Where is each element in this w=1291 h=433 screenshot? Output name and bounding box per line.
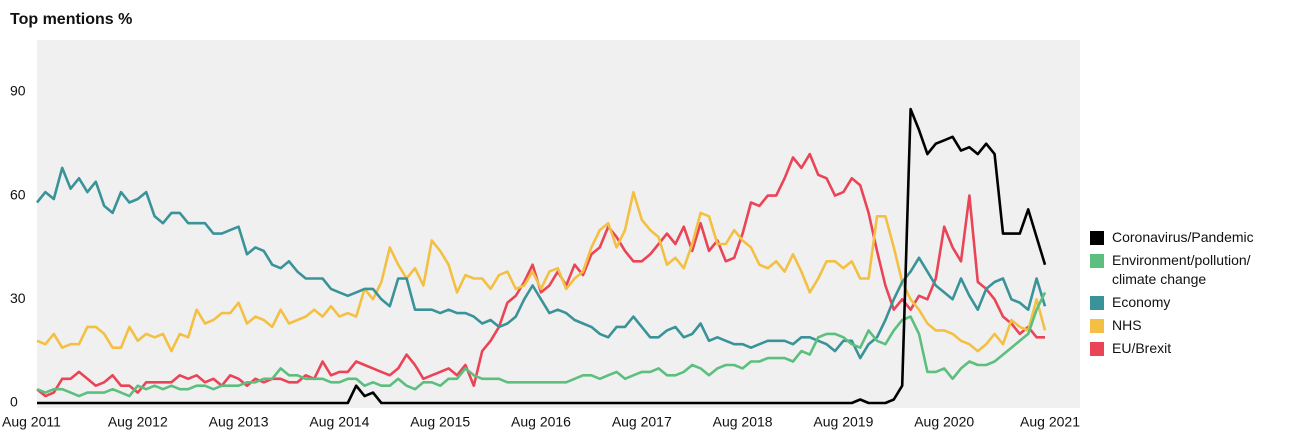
legend-swatch — [1090, 254, 1104, 268]
series-line — [36, 152, 1045, 398]
legend-swatch — [1090, 342, 1104, 356]
x-tick-label: Aug 2020 — [914, 414, 974, 430]
y-tick-label: 90 — [10, 83, 26, 99]
x-tick-label: Aug 2021 — [1020, 414, 1080, 430]
series-line — [35, 166, 1047, 360]
legend-label: EU/Brexit — [1112, 340, 1172, 356]
y-tick-label: 30 — [10, 290, 26, 306]
series-line — [37, 107, 1047, 405]
y-tick-label: 60 — [10, 186, 26, 202]
legend-item: EU/Brexit — [1090, 339, 1270, 358]
x-tick-label: Aug 2019 — [813, 414, 873, 430]
series-line — [36, 291, 1047, 398]
x-tick-label: Aug 2015 — [410, 414, 470, 430]
legend-item: Coronavirus/Pandemic — [1090, 228, 1270, 247]
x-tick-label: Aug 2018 — [713, 414, 773, 430]
legend-swatch — [1090, 319, 1104, 333]
legend-label: Coronavirus/Pandemic — [1112, 229, 1254, 245]
legend-swatch — [1090, 231, 1104, 245]
chart-title: Top mentions % — [10, 11, 132, 28]
legend: Coronavirus/Pandemic Environment/pollutio… — [1090, 228, 1270, 362]
legend-swatch — [1090, 296, 1104, 310]
x-tick-label: Aug 2012 — [108, 414, 168, 430]
legend-label: NHS — [1112, 317, 1142, 333]
legend-item: Economy — [1090, 293, 1270, 312]
x-tick-label: Aug 2017 — [612, 414, 672, 430]
legend-item: Environment/pollution/climate change — [1090, 251, 1270, 289]
x-tick-label: Aug 2013 — [209, 414, 269, 430]
y-tick-label: 0 — [10, 394, 18, 410]
series-line — [36, 190, 1047, 353]
x-tick-label: Aug 2011 — [2, 414, 61, 430]
legend-item: NHS — [1090, 316, 1270, 335]
x-tick-label: Aug 2014 — [309, 414, 369, 430]
x-tick-label: Aug 2016 — [511, 414, 571, 430]
legend-label: Economy — [1112, 294, 1171, 310]
legend-label: Environment/pollution/climate change — [1112, 252, 1251, 287]
